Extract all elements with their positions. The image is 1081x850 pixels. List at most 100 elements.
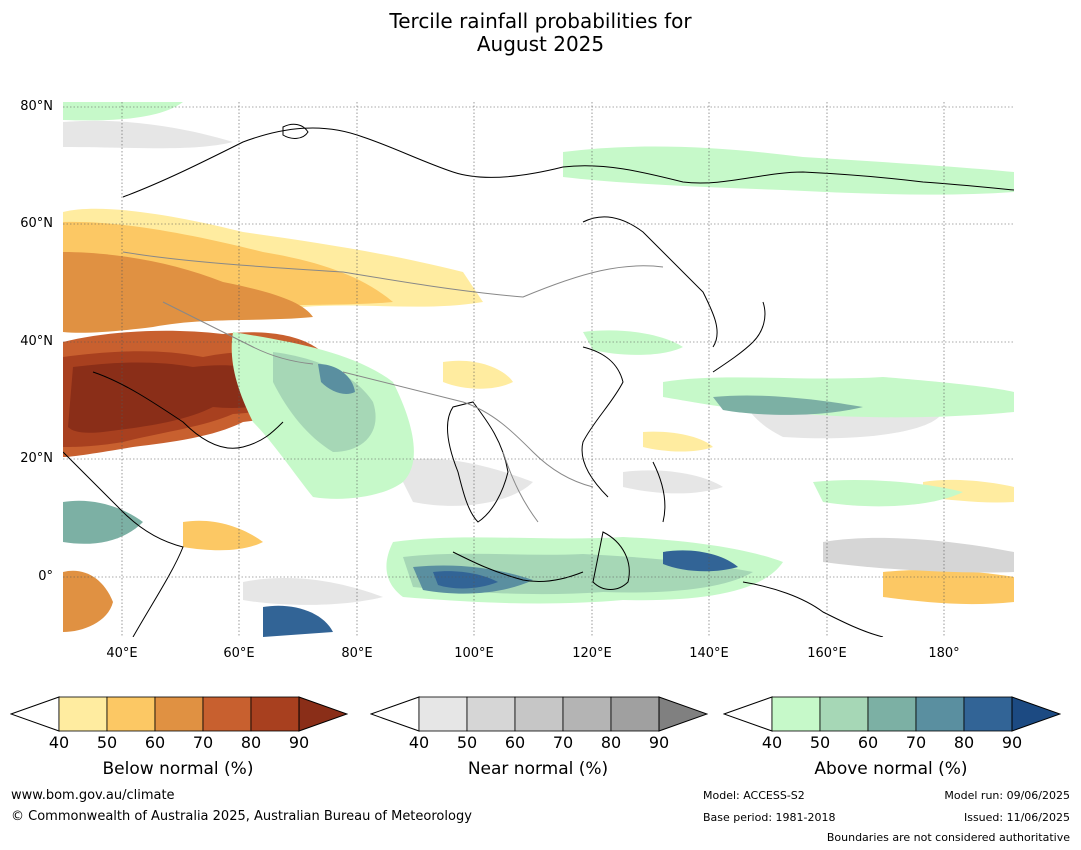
coastline-arabia [92,371,284,449]
footer-disclaimer: Boundaries are not considered authoritat… [826,831,1070,844]
colorbar-segment [202,696,252,732]
colorbar-tick-label: 70 [192,733,214,752]
coastline-new-guinea [742,581,884,637]
region-above-normal-band [273,352,376,452]
title-line-2: August 2025 [476,32,605,56]
footer-model-run: Model run: 09/06/2025 [944,789,1070,802]
colorbar-tick-label: 60 [144,733,166,752]
colorbar-segment [867,696,917,732]
colorbar-tick-label: 80 [953,733,975,752]
title-line-1: Tercile rainfall probabilities for [389,9,692,33]
colorbar-extend-high [298,696,348,732]
map-svg [63,102,1014,637]
footer-url: www.bom.gov.au/climate [11,788,175,803]
lat-label: 60°N [20,216,53,231]
colorbar-tick-label: 60 [857,733,879,752]
colorbar-label-below: Below normal (%) [102,759,254,779]
border-line [502,451,539,523]
region-below-normal-band [63,570,113,632]
lon-label: 160°E [807,646,847,661]
region-below-normal-band [643,431,713,452]
lat-label: 40°N [20,334,53,349]
colorbar-label-near: Near normal (%) [467,759,609,779]
below-normal-regions [63,208,1014,632]
footer-model: Model: ACCESS-S2 [703,789,805,802]
region-near-normal-band [243,577,383,605]
region-above-normal-band [433,571,498,589]
region-above-normal-band [713,395,863,415]
colorbar-tick-label: 90 [1001,733,1023,752]
lon-label: 120°E [572,646,612,661]
colorbar-tick-label: 50 [809,733,831,752]
colorbar-tick-label: 40 [408,733,430,752]
coastline-sumatra-java [452,551,584,583]
region-above-normal-band [263,605,333,637]
above-normal-regions [63,102,1014,637]
lon-label: 40°E [106,646,138,661]
lon-label: 60°E [223,646,255,661]
colorbar-segment [514,696,564,732]
colorbar-tick-label: 90 [288,733,310,752]
lat-label: 20°N [20,451,53,466]
colorbar-segment [466,696,516,732]
colorbar-segment [562,696,612,732]
colorbar-tick-label: 90 [648,733,670,752]
region-above-normal-band [63,500,143,544]
region-above-normal-band [663,550,738,572]
colorbar-segment [771,696,821,732]
region-near-normal-band [823,537,1014,573]
near-normal-regions [63,120,1014,605]
region-below-normal-band [443,360,513,389]
colorbar-tick-label: 50 [456,733,478,752]
footer-copyright: © Commonwealth of Australia 2025, Austra… [11,809,472,824]
border-line [342,371,594,488]
region-near-normal-band [393,458,533,506]
region-above-normal-band [583,330,683,355]
colorbar-tick-label: 80 [240,733,262,752]
colorbar-segment [250,696,300,732]
footer-base-period: Base period: 1981-2018 [703,811,836,824]
colorbar-segment [106,696,156,732]
colorbar-extend-high [1011,696,1061,732]
region-near-normal-band [63,120,233,149]
colorbar-segment [154,696,204,732]
colorbar-tick-label: 80 [600,733,622,752]
map-area [63,102,1014,637]
coastline-japan [712,301,766,373]
colorbar-segment [418,696,468,732]
lon-label: 80°E [341,646,373,661]
coastline-philippines [652,461,666,523]
colorbar-0 [10,696,348,732]
lon-label: 140°E [689,646,729,661]
region-above-normal-band [563,146,1014,195]
colorbar-extend-low [723,696,773,732]
region-above-normal-band [63,102,183,121]
lon-label: 100°E [454,646,494,661]
colorbar-segment [610,696,660,732]
footer-issued: Issued: 11/06/2025 [963,811,1070,824]
region-above-normal-band [318,364,355,394]
colorbar-tick-label: 50 [96,733,118,752]
colorbar-extend-low [10,696,60,732]
coastline-novaya-zemlya [282,123,309,139]
region-above-normal-band [813,480,963,507]
lat-label: 80°N [20,99,53,114]
region-below-normal-band [883,569,1014,605]
region-near-normal-band [623,470,723,494]
map-title: Tercile rainfall probabilities for Augus… [0,10,1081,56]
coastline-arctic [122,127,1014,198]
colorbar-segment [58,696,108,732]
region-below-normal-band [63,252,313,333]
region-below-normal-band [183,520,263,551]
colorbar-segment [915,696,965,732]
colorbar-segment [963,696,1013,732]
coastline-borneo [592,531,630,590]
colorbar-tick-label: 40 [761,733,783,752]
colorbar-label-above: Above normal (%) [814,759,968,779]
lon-label: 180° [928,646,960,661]
colorbar-1 [370,696,708,732]
coastlines [63,123,1014,637]
coastline-china [581,346,624,498]
colorbar-tick-label: 70 [905,733,927,752]
colorbar-tick-label: 40 [48,733,70,752]
